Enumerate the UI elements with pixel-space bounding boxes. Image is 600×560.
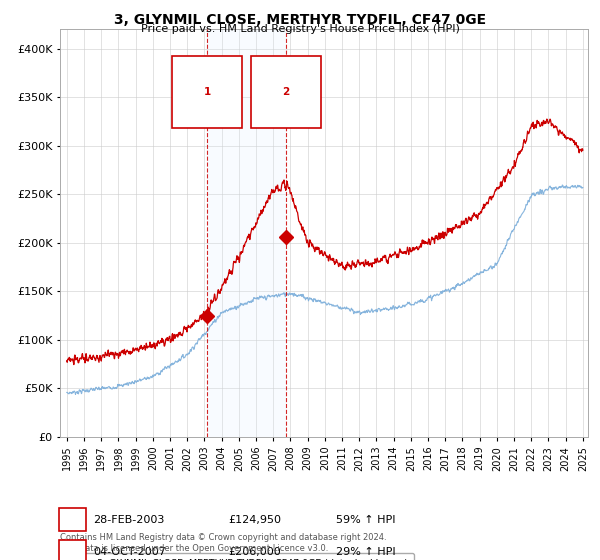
Text: 29% ↑ HPI: 29% ↑ HPI: [336, 547, 395, 557]
Text: 1: 1: [203, 87, 211, 97]
Text: £124,950: £124,950: [228, 515, 281, 525]
Text: 2: 2: [283, 87, 290, 97]
Text: Contains HM Land Registry data © Crown copyright and database right 2024.
This d: Contains HM Land Registry data © Crown c…: [60, 533, 386, 553]
Text: 04-OCT-2007: 04-OCT-2007: [93, 547, 166, 557]
Legend: 3, GLYNMIL CLOSE, MERTHYR TYDFIL, CF47 0GE (detached house), HPI: Average price,: 3, GLYNMIL CLOSE, MERTHYR TYDFIL, CF47 0…: [65, 553, 413, 560]
Text: £206,000: £206,000: [228, 547, 281, 557]
Text: 3, GLYNMIL CLOSE, MERTHYR TYDFIL, CF47 0GE: 3, GLYNMIL CLOSE, MERTHYR TYDFIL, CF47 0…: [114, 13, 486, 27]
Text: 28-FEB-2003: 28-FEB-2003: [93, 515, 164, 525]
Text: 2: 2: [69, 547, 76, 557]
Text: 1: 1: [69, 515, 76, 525]
Bar: [207, 29, 286, 437]
Text: 59% ↑ HPI: 59% ↑ HPI: [336, 515, 395, 525]
Text: Price paid vs. HM Land Registry's House Price Index (HPI): Price paid vs. HM Land Registry's House …: [140, 24, 460, 34]
